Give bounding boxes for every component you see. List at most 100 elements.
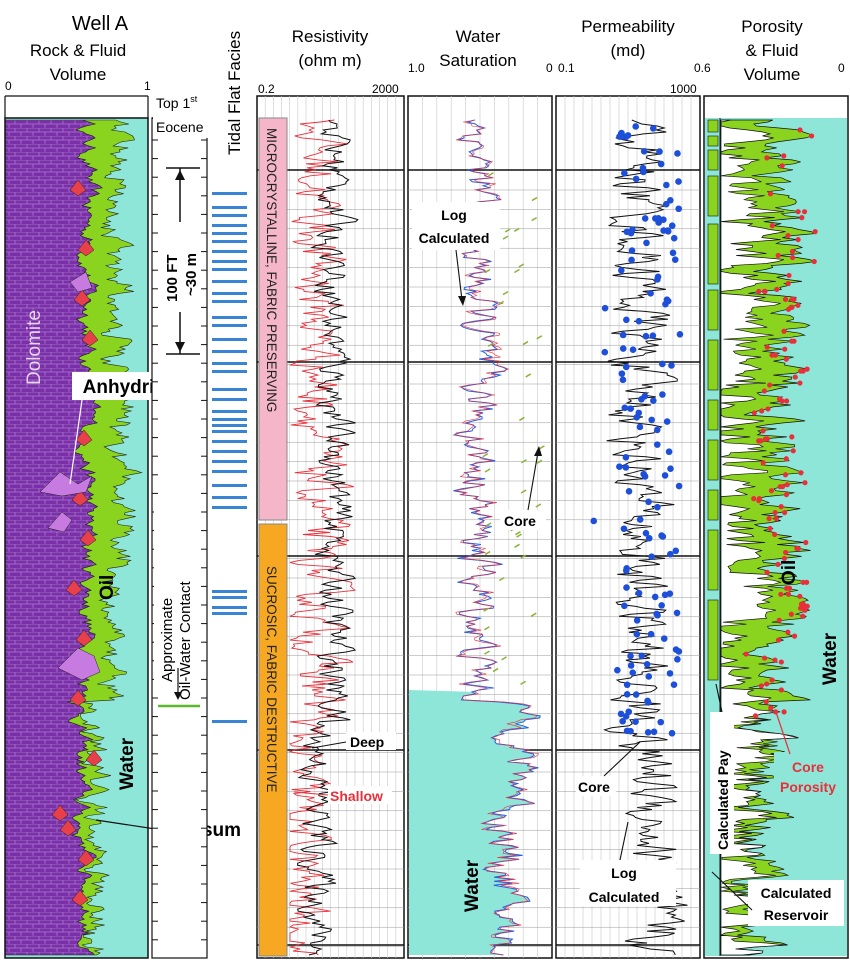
rock-scale-right: 1 [144, 79, 151, 93]
res-track-title-2: (ohm m) [298, 51, 361, 70]
sw-core-leader [527, 451, 539, 511]
permeability-grid [556, 96, 700, 958]
scale-label-bg [166, 222, 196, 312]
rock-track-title-2: Volume [50, 65, 107, 84]
res-track-title-1: Resistivity [292, 27, 369, 46]
tidal-flat-facies-track [212, 192, 247, 723]
dolomite-label: Dolomite [24, 310, 45, 385]
calculated-reservoir-label-1: Calculated [761, 885, 832, 901]
perm-log-label-bg [580, 860, 676, 906]
sw-log-label-bg [412, 202, 500, 250]
perm-scale-left: 0.1 [558, 61, 575, 75]
perm-track-title-2: (md) [611, 41, 646, 60]
owc-label-1: Approximate [159, 598, 176, 682]
scale-bar-ft: 100 FT [164, 254, 181, 302]
top-eocene-label: Top 1st [156, 94, 198, 111]
sw-water-fill [409, 120, 541, 955]
owc-label-bg [154, 510, 198, 690]
deep-resistivity-curve [296, 119, 359, 956]
gypsum-fill [51, 179, 103, 907]
perm-core-label: Core [578, 779, 610, 795]
core-porosity-points [743, 127, 818, 719]
poro-scale-right: 0 [838, 61, 845, 75]
water-saturation-track: Log Calculated Core Water [407, 95, 553, 959]
shallow-label-bg [328, 786, 392, 804]
porosity-matrix-fill [719, 119, 799, 956]
shallow-label: Shallow [330, 788, 383, 804]
anhydrite-label: Anhydrite [83, 377, 172, 398]
sw-log-curve-red [454, 119, 540, 956]
anhydrite-patch-4 [69, 271, 93, 293]
anhydrite-patch-1 [39, 471, 93, 497]
perm-track-title-1: Permeability [581, 17, 675, 36]
rock-track-title-1: Rock & Fluid [30, 41, 126, 60]
sw-log-label-1: Log [441, 207, 467, 223]
sw-core-label: Core [504, 513, 536, 529]
water-label-rock: Water [117, 737, 138, 790]
poro-scale-left: 0.6 [694, 61, 711, 75]
deep-leader [311, 741, 347, 749]
res-scale-right: 2000 [372, 82, 399, 96]
anhydrite-leader [69, 399, 83, 485]
sw-track-title-2: Saturation [439, 51, 517, 70]
core-porosity-label-bg [774, 752, 840, 796]
poro-track-title-2: & Fluid [746, 41, 799, 60]
core-porosity-label-1: Core [792, 759, 824, 775]
sw-scale-left: 1.0 [408, 61, 425, 75]
permeability-track: Core Log Calculated [555, 95, 701, 959]
top-label-bg [153, 92, 223, 138]
facies-upper-box [258, 117, 288, 521]
facies-track-title: Tidal Flat Facies [225, 31, 244, 155]
calculated-reservoir-label-2: Reservoir [764, 907, 829, 923]
calculated-reservoir-leader [711, 871, 753, 911]
well-title: Well A [72, 13, 129, 35]
shallow-resistivity-curve [288, 119, 356, 956]
core-porosity-leader [775, 711, 791, 755]
sw-core-label-bg [500, 510, 546, 530]
oil-label: Oil [97, 575, 118, 600]
sw-log-arrow [458, 296, 466, 306]
sw-core-arrow [534, 446, 542, 456]
perm-core-points [590, 123, 684, 737]
rock-scale-left: 0 [5, 79, 12, 93]
sw-log-leader [455, 249, 463, 301]
top-eocene-label-2: Eocene [156, 119, 204, 135]
facies-upper-label: MICROCRYSTALLINE, FABRIC PRESERVING [264, 128, 279, 412]
sw-log-label-2: Calculated [419, 230, 490, 246]
deep-label-bg [346, 732, 396, 750]
facies-lower-box [258, 523, 288, 957]
porosity-track: Oil Water Core Porosity Calculated Pay C… [703, 95, 849, 959]
perm-core-leader [603, 741, 641, 777]
perm-log-label-2: Calculated [589, 889, 660, 905]
calculated-pay-flags [707, 119, 719, 681]
shallow-leader [293, 791, 329, 796]
anhydrite-patch-2 [47, 511, 73, 533]
owc-arrow-head [174, 692, 182, 700]
gypsum-leader [95, 819, 163, 831]
perm-log-leader [619, 821, 629, 861]
water-label-poro: Water [820, 632, 841, 685]
perm-log-curve [603, 119, 688, 956]
scale-bar-m: ~30 m [183, 253, 200, 296]
rock-fluid-track [4, 117, 149, 959]
poro-track-title-1: Porosity [741, 17, 803, 36]
owc-label-2: Oil-Water Contact [177, 581, 194, 700]
sw-scale-right: 0 [546, 61, 553, 75]
deep-label: Deep [350, 734, 384, 750]
depth-track: 100 FT ~30 m Approximate Oil-Water Conta… [151, 117, 208, 959]
resistivity-track: MICROCRYSTALLINE, FABRIC PRESERVING SUCR… [256, 95, 405, 959]
perm-scale-right: 1000 [670, 82, 697, 96]
core-porosity-label-2: Porosity [780, 779, 836, 795]
calculated-reservoir-bg [748, 880, 844, 926]
perm-core-label-bg [576, 776, 616, 796]
calculated-pay-leader [715, 683, 723, 713]
facies-lower-label: SUCROSIC, FABRIC DESTRUCTIVE [264, 566, 279, 793]
perm-log-label-1: Log [611, 865, 637, 881]
res-scale-left: 0.2 [258, 82, 275, 96]
poro-track-title-3: Volume [744, 65, 801, 84]
anhydrite-patch-3 [57, 647, 101, 681]
scale-arrow-down [175, 342, 185, 352]
calculated-pay-label: Calculated Pay [715, 750, 731, 850]
oil-label-poro: Oil [779, 560, 800, 585]
